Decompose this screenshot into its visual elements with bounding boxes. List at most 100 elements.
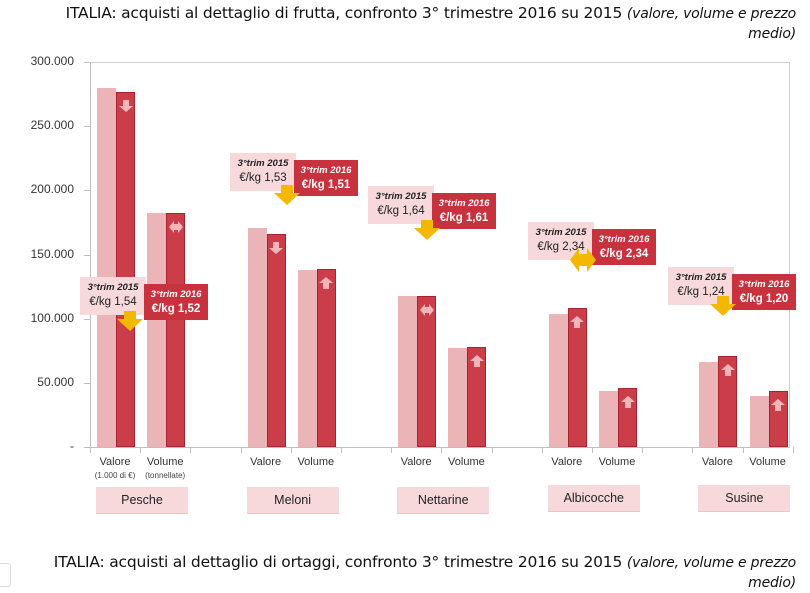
x-label-volume: Volume [297,456,335,468]
price-callout-2015: 3°trim 2015 €/kg 1,53 [230,153,296,191]
chart-title-subtitle: (valore, volume e prezzo medio) [626,6,796,42]
bar-susine-volume-2015 [749,395,769,447]
callout-label: 3°trim 2015 [375,191,427,202]
y-tick-label: 300.000 [30,54,74,68]
price-callout-2016: 3°trim 2016 €/kg 1,61 [432,193,496,229]
callout-value: €/kg 1,24 [677,286,725,298]
next-chart-title-subtitle: (valore, volume e prezzo medio) [626,555,796,591]
y-tick-label: 200.000 [30,182,74,197]
y-axis [90,62,91,448]
x-tick-mark [642,447,644,453]
x-tick-mark [190,447,192,453]
y-tick-mark [84,62,90,63]
next-chart-title: ITALIA: acquisti al dettaglio di ortaggi… [20,553,796,593]
y-tick-mark [84,190,90,192]
price-callout-2016: 3°trim 2016 €/kg 2,34 [592,229,656,265]
x-label-valore: Valore [551,456,583,468]
chart-title: ITALIA: acquisti al dettaglio di frutta,… [20,4,797,44]
next-chart-title-main: ITALIA: acquisti al dettaglio di ortaggi… [53,553,623,571]
callout-value: €/kg 2,34 [537,241,585,253]
bar-nettarine-valore-2016 [417,295,437,447]
bar-meloni-volume-2016 [316,268,336,447]
callout-value: €/kg 1,20 [739,293,789,305]
bar-susine-volume-2016 [768,390,788,447]
partial-box-fragment [0,563,11,587]
x-label-volume: Volume [146,456,184,468]
bar-albicocche-volume-2015 [599,390,618,447]
bar-albicocche-volume-2016 [618,387,637,447]
x-tick-mark [541,447,543,453]
x-label-volume: Volume [448,456,485,468]
trend-stable-icon [419,301,434,316]
bar-pesche-valore-2015 [97,87,116,447]
price-callout-2015: 3°trim 2015 €/kg 1,54 [80,277,146,315]
x-sublabel-valore: (1.000 di €) [94,471,136,480]
bar-nettarine-volume-2016 [467,346,487,447]
callout-label: 3°trim 2015 [87,282,139,293]
callout-label: 3°trim 2015 [675,272,727,283]
trend-up-icon [570,313,585,329]
callout-label: 3°trim 2015 [237,158,289,169]
callout-value: €/kg 1,61 [439,212,489,224]
price-trend-down-icon [414,220,440,244]
price-trend-stable-icon [570,248,596,276]
price-callout-2016: 3°trim 2016 €/kg 1,52 [144,284,208,320]
bar-albicocche-valore-2015 [548,313,568,447]
category-label-pesche: Pesche [96,487,188,514]
x-label-valore: Valore [250,456,282,468]
trend-up-icon [319,274,334,289]
x-label-valore: Valore [400,456,432,468]
bar-meloni-valore-2016 [266,233,286,447]
y-tick-label: - [70,439,74,453]
x-tick-mark [692,447,694,453]
trend-stable-icon [168,218,183,234]
callout-value: €/kg 1,53 [239,172,287,184]
x-tick-mark [592,447,593,453]
trend-down-icon [269,239,284,254]
callout-label: 3°trim 2016 [598,234,650,245]
bar-albicocche-valore-2016 [567,308,587,447]
y-tick-label: 250.000 [30,118,74,133]
x-tick-mark [90,447,91,453]
trend-up-icon [720,361,735,376]
y-tick-label: 150.000 [30,246,74,261]
y-tick-mark [84,447,90,448]
chart-title-main: ITALIA: acquisti al dettaglio di frutta,… [65,4,623,22]
bar-meloni-volume-2015 [297,269,317,447]
plot-area [90,62,790,448]
trend-up-icon [469,352,484,367]
callout-value: €/kg 1,54 [89,296,137,308]
callout-value: €/kg 1,52 [151,303,201,315]
x-tick-mark [792,447,794,453]
bar-pesche-valore-2016 [116,91,135,447]
trend-up-icon [620,393,635,408]
x-sublabel-volume: (tonnellate) [145,471,186,480]
x-tick-mark [290,447,292,453]
callout-label: 3°trim 2016 [738,279,790,290]
price-trend-down-icon [274,185,300,209]
callout-label: 3°trim 2016 [300,165,352,176]
bar-pesche-volume-2016 [166,213,186,447]
price-callout-2016: 3°trim 2016 €/kg 1,51 [294,160,358,196]
x-label-volume: Volume [598,456,636,468]
price-callout-2015: 3°trim 2015 €/kg 2,34 [528,222,594,260]
callout-label: 3°trim 2015 [535,227,587,238]
x-axis [84,447,789,448]
price-callout-2016: 3°trim 2016 €/kg 1,20 [732,274,796,310]
callout-label: 3°trim 2016 [438,198,490,209]
price-trend-down-icon [117,311,143,335]
bar-pesche-volume-2015 [147,213,167,447]
bar-susine-valore-2015 [699,362,719,447]
y-tick-label: 100.000 [30,310,74,325]
x-tick-mark [240,447,242,453]
callout-value: €/kg 1,64 [377,205,425,217]
price-callout-2015: 3°trim 2015 €/kg 1,64 [368,186,434,224]
callout-value: €/kg 1,51 [301,179,351,191]
callout-label: 3°trim 2016 [150,289,202,300]
price-trend-down-icon [710,296,736,320]
category-label-susine: Susine [698,485,791,512]
x-tick-mark [341,447,342,453]
x-tick-mark [742,447,744,453]
bar-nettarine-volume-2015 [448,348,468,447]
y-tick-mark [84,126,90,128]
